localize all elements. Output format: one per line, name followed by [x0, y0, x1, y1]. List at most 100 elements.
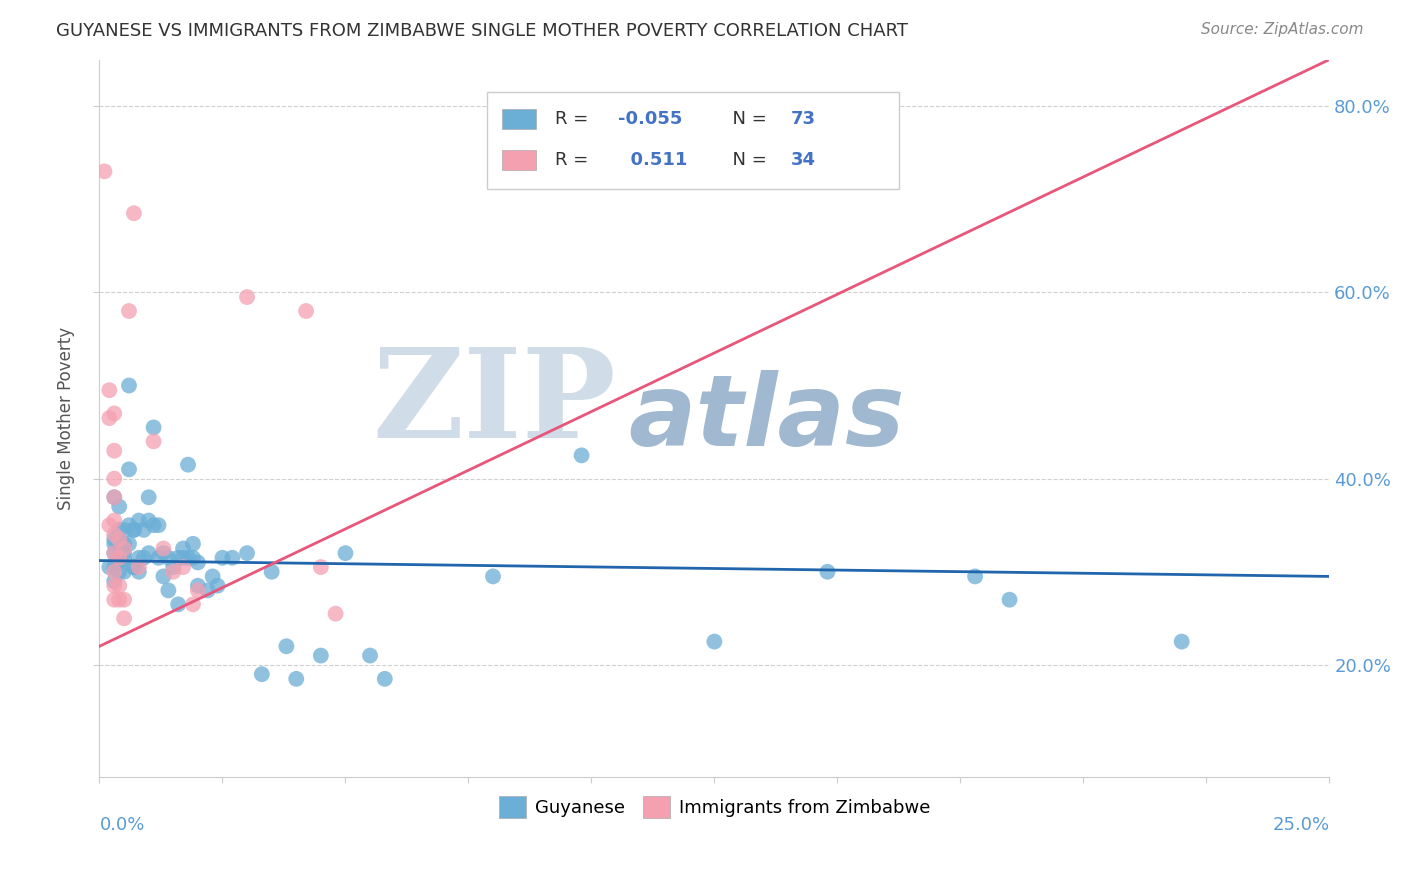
Point	[122, 560, 145, 574]
Point	[177, 458, 200, 472]
Point	[108, 550, 131, 565]
Point	[998, 592, 1021, 607]
Point	[118, 462, 141, 476]
Text: 0.0%: 0.0%	[100, 816, 145, 834]
Point	[112, 565, 135, 579]
Point	[108, 500, 131, 514]
Point	[162, 560, 184, 574]
Point	[148, 550, 170, 565]
Point	[108, 592, 131, 607]
Text: atlas: atlas	[628, 369, 905, 467]
Text: 34: 34	[790, 151, 815, 169]
Point	[108, 579, 131, 593]
Point	[93, 164, 115, 178]
Point	[108, 532, 131, 546]
Point	[211, 550, 233, 565]
Point	[142, 434, 165, 449]
Text: -0.055: -0.055	[619, 110, 683, 128]
Point	[142, 518, 165, 533]
Point	[260, 565, 283, 579]
Point	[236, 546, 259, 560]
Point	[181, 550, 204, 565]
Point	[276, 640, 298, 654]
Point	[138, 514, 160, 528]
Point	[108, 523, 131, 537]
Point	[250, 667, 273, 681]
Point	[221, 550, 243, 565]
Text: 73: 73	[790, 110, 815, 128]
Point	[309, 560, 332, 574]
Point	[103, 443, 125, 458]
FancyBboxPatch shape	[502, 109, 536, 129]
Point	[177, 550, 200, 565]
Point	[128, 565, 150, 579]
Point	[98, 383, 121, 397]
Point	[181, 537, 204, 551]
Point	[103, 472, 125, 486]
Point	[1170, 634, 1192, 648]
Point	[703, 634, 725, 648]
Point	[965, 569, 987, 583]
Text: GUYANESE VS IMMIGRANTS FROM ZIMBABWE SINGLE MOTHER POVERTY CORRELATION CHART: GUYANESE VS IMMIGRANTS FROM ZIMBABWE SIN…	[56, 22, 908, 40]
Point	[108, 550, 131, 565]
Point	[187, 556, 209, 570]
Point	[112, 546, 135, 560]
Point	[112, 611, 135, 625]
Point	[122, 523, 145, 537]
Point	[103, 565, 125, 579]
Point	[103, 546, 125, 560]
Point	[103, 490, 125, 504]
Point	[172, 550, 194, 565]
Point	[817, 565, 839, 579]
Point	[148, 518, 170, 533]
Point	[201, 569, 224, 583]
Point	[152, 541, 174, 556]
Point	[138, 490, 160, 504]
Point	[128, 560, 150, 574]
Text: 0.511: 0.511	[619, 151, 688, 169]
Point	[571, 448, 593, 462]
Point	[142, 420, 165, 434]
Point	[103, 527, 125, 541]
Point	[181, 598, 204, 612]
Point	[335, 546, 357, 560]
Point	[122, 523, 145, 537]
Point	[103, 537, 125, 551]
Point	[374, 672, 396, 686]
Text: 25.0%: 25.0%	[1272, 816, 1329, 834]
Point	[103, 560, 125, 574]
Point	[112, 523, 135, 537]
Point	[103, 592, 125, 607]
Point	[295, 304, 318, 318]
Point	[152, 546, 174, 560]
Point	[118, 304, 141, 318]
Point	[118, 537, 141, 551]
Point	[359, 648, 381, 663]
Point	[167, 550, 190, 565]
Text: N =: N =	[720, 110, 772, 128]
Point	[98, 518, 121, 533]
Point	[167, 598, 190, 612]
Point	[482, 569, 505, 583]
Point	[103, 407, 125, 421]
Point	[172, 541, 194, 556]
Point	[157, 550, 180, 565]
Text: N =: N =	[720, 151, 772, 169]
Point	[98, 560, 121, 574]
Point	[236, 290, 259, 304]
Point	[112, 592, 135, 607]
FancyBboxPatch shape	[502, 150, 536, 170]
Point	[103, 574, 125, 588]
Point	[112, 537, 135, 551]
Point	[103, 490, 125, 504]
Legend: Guyanese, Immigrants from Zimbabwe: Guyanese, Immigrants from Zimbabwe	[491, 789, 938, 825]
Point	[152, 569, 174, 583]
Text: R =: R =	[554, 151, 593, 169]
Y-axis label: Single Mother Poverty: Single Mother Poverty	[58, 326, 75, 509]
FancyBboxPatch shape	[486, 92, 898, 189]
Point	[103, 514, 125, 528]
Point	[309, 648, 332, 663]
Point	[108, 556, 131, 570]
Point	[128, 550, 150, 565]
Point	[103, 579, 125, 593]
